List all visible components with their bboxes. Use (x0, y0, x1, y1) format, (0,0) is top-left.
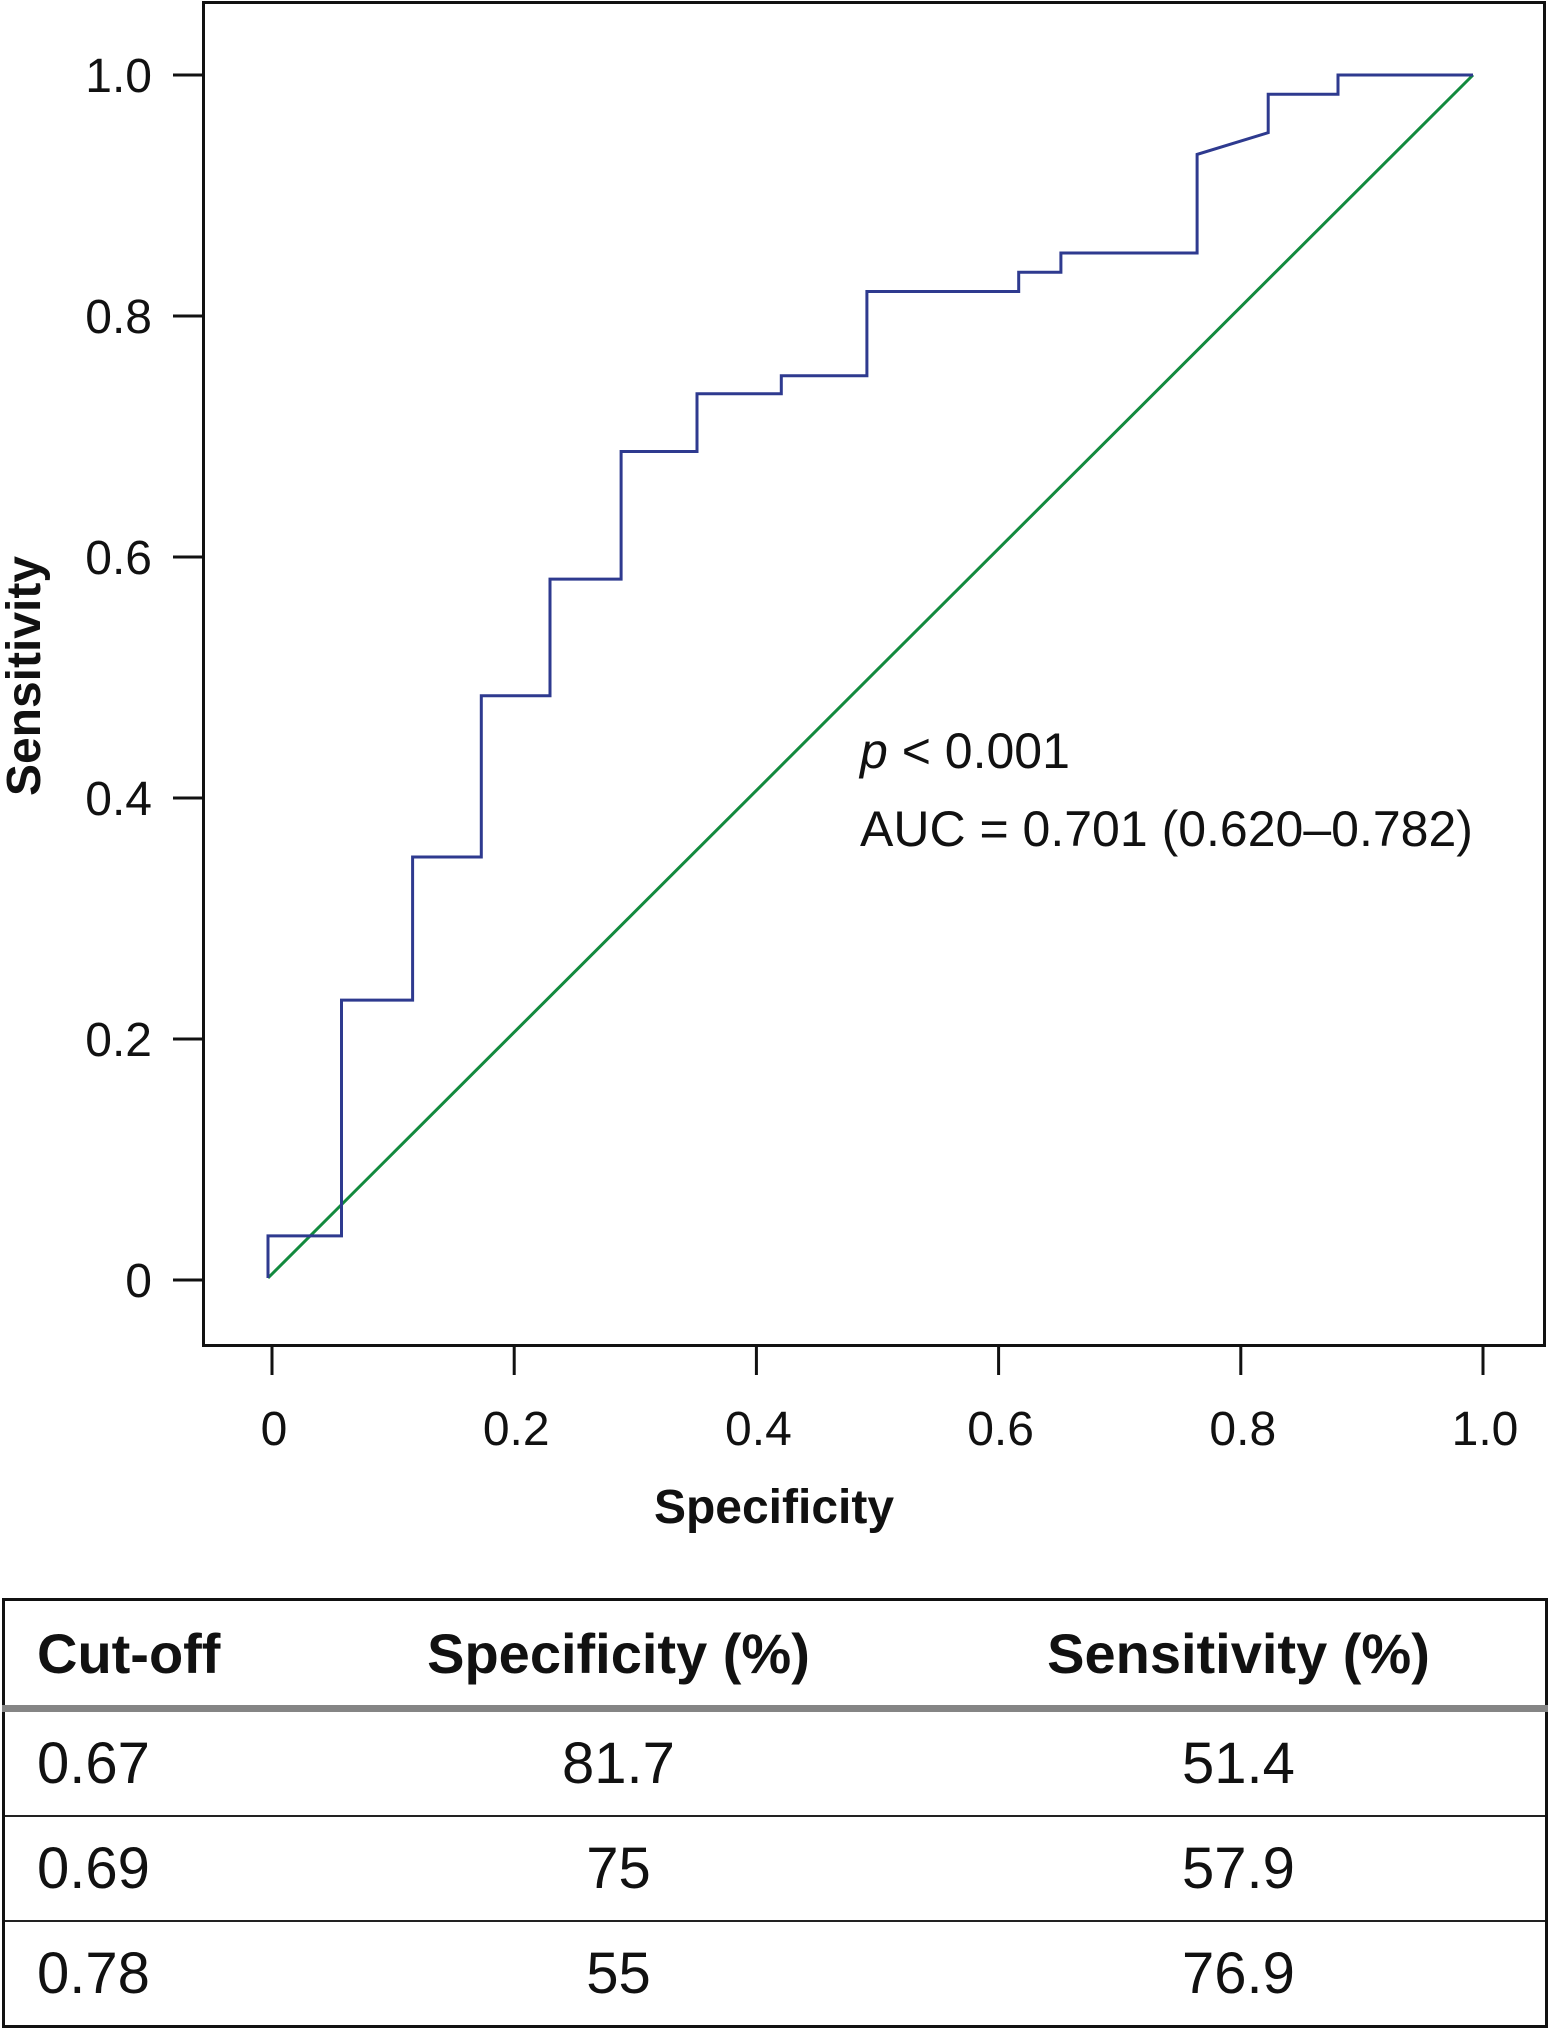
table-row: 0.78 55 76.9 (3, 1920, 1547, 2027)
cell-cutoff: 0.69 (3, 1815, 305, 1921)
cell-cutoff: 0.67 (37, 1731, 150, 1796)
y-tick-label: 0.2 (85, 1014, 152, 1067)
header-specificity: Specificity (%) (305, 1599, 932, 1712)
cell-sensitivity: 76.9 (932, 1920, 1547, 2027)
x-tick-label: 0.6 (967, 1403, 1034, 1456)
header-cutoff: Cut-off (3, 1599, 305, 1712)
reference-line-line (266, 73, 1475, 1280)
auc-annotation: AUC = 0.701 (0.620–0.782) (860, 801, 1473, 857)
table-header-row: Cut-off Specificity (%) Sensitivity (%) (3, 1599, 1547, 1712)
y-tick-label: 0.6 (85, 532, 152, 585)
cell-specificity: 81.7 (562, 1731, 675, 1796)
y-tick-label: 0 (125, 1255, 152, 1308)
y-tick-label: 1.0 (85, 50, 152, 103)
cell-cutoff: 0.78 (3, 1920, 305, 2027)
p-value-annotation: p < 0.001 (858, 723, 1070, 779)
cell-specificity: 75 (305, 1815, 932, 1921)
x-axis-title: Specificity (654, 1481, 894, 1534)
x-tick-label: 0.8 (1209, 1403, 1276, 1456)
roc-chart: 0 0.2 0.4 0.6 0.8 1.0 0 0.2 0.4 0.6 0.8 1.0 Sensit… (0, 1, 1546, 1534)
roc-curve-line (266, 73, 1473, 1278)
x-tick-label: 0 (261, 1403, 288, 1456)
x-axis: 0 0.2 0.4 0.6 0.8 1.0 (261, 1346, 1519, 1456)
table-row: 0.69 75 57.9 (3, 1815, 1547, 1921)
cell-sensitivity: 51.4 (1182, 1731, 1295, 1796)
p-value-text: < 0.001 (888, 723, 1070, 779)
header-sensitivity: Sensitivity (%) (932, 1599, 1547, 1712)
y-tick-label: 0.4 (85, 773, 152, 826)
cutoff-table: Cut-off Specificity (%) Sensitivity (%) … (2, 1598, 1548, 2028)
y-tick-label: 0.8 (85, 291, 152, 344)
x-tick-label: 0.4 (725, 1403, 792, 1456)
plot-frame (202, 1, 1546, 1347)
y-axis: 0 0.2 0.4 0.6 0.8 1.0 (85, 50, 203, 1308)
cell-specificity: 55 (305, 1920, 932, 2027)
x-tick-label: 1.0 (1452, 1403, 1519, 1456)
y-axis-title: Sensitivity (0, 556, 51, 796)
cell-sensitivity: 57.9 (932, 1815, 1547, 1921)
table-row: 0.67 81.7 51.4 (4, 1709, 1547, 1817)
x-tick-label: 0.2 (483, 1403, 550, 1456)
p-symbol: p (858, 723, 888, 779)
series-layer (266, 73, 1475, 1280)
